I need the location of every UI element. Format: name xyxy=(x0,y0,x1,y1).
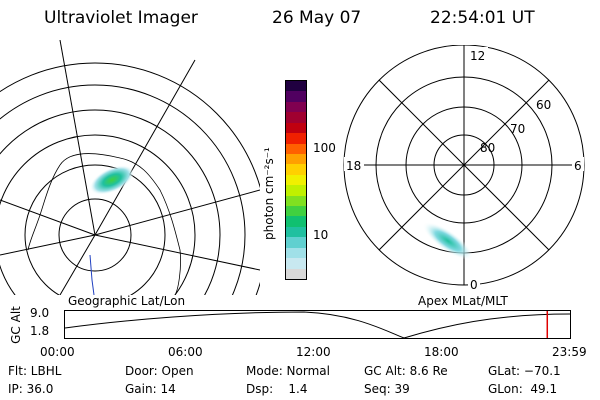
colorbar-tick-100: 100 xyxy=(313,141,336,155)
timeline-xtick-1800: 18:00 xyxy=(424,345,459,359)
info-door: Door: Open xyxy=(125,364,194,378)
orbit-altitude-timeline xyxy=(64,310,571,339)
lat-label-60: 60 xyxy=(536,98,551,112)
colorbar-swatch xyxy=(286,112,306,123)
colorbar-swatch xyxy=(286,226,306,238)
colorbar-swatch xyxy=(286,247,306,259)
timeline-xtick-2359: 23:59 xyxy=(552,345,587,359)
colorbar-swatch xyxy=(286,195,306,207)
timeline-xtick-0600: 06:00 xyxy=(168,345,203,359)
colorbar-swatch xyxy=(286,143,306,154)
mlt-label-12: 12 xyxy=(470,49,485,63)
lat-label-70: 70 xyxy=(510,122,525,136)
geographic-map-label: Geographic Lat/Lon xyxy=(68,294,186,308)
timeline-xtick-1200: 12:00 xyxy=(296,345,331,359)
info-glon: GLon: 49.1 xyxy=(488,382,558,396)
colorbar-tick-10: 10 xyxy=(313,228,329,242)
date-label: 26 May 07 xyxy=(272,8,362,28)
colorbar-swatch xyxy=(286,164,306,175)
colorbar-swatch xyxy=(286,174,306,186)
info-gain: Gain: 14 xyxy=(125,382,176,396)
colorbar-swatch xyxy=(286,153,306,165)
polar-mlat-mlt-map: 12 18 6 0 60 70 80 xyxy=(343,45,585,292)
lat-label-80: 80 xyxy=(480,141,495,155)
timeline-xtick-0000: 00:00 xyxy=(40,345,75,359)
info-gc-alt: GC Alt: 8.6 Re xyxy=(364,364,448,378)
info-filter: Flt: LBHL xyxy=(8,364,62,378)
mlt-label-6: 6 xyxy=(574,159,582,173)
timeline-ytick-1-8: 1.8 xyxy=(30,324,50,338)
mlt-label-18: 18 xyxy=(346,159,361,173)
info-dsp: Dsp: 1.4 xyxy=(246,382,308,396)
colorbar-swatch xyxy=(286,91,306,102)
colorbar-unit-label: photon cm⁻²s⁻¹ xyxy=(262,147,276,240)
colorbar-swatch xyxy=(286,237,306,248)
polar-map-label: Apex MLat/MLT xyxy=(418,294,508,308)
colorbar xyxy=(285,80,307,280)
mlt-label-0: 0 xyxy=(470,278,478,292)
geographic-map xyxy=(0,40,260,295)
colorbar-swatch xyxy=(286,268,306,279)
colorbar-swatch xyxy=(286,185,306,196)
timeline-ytick-9: 9.0 xyxy=(30,306,50,320)
info-seq: Seq: 39 xyxy=(364,382,410,396)
info-ip: IP: 36.0 xyxy=(8,382,54,396)
aurora-emission-left xyxy=(89,165,135,195)
colorbar-swatch xyxy=(286,133,306,144)
time-label: 22:54:01 UT xyxy=(430,8,535,28)
info-mode: Mode: Normal xyxy=(246,364,330,378)
colorbar-swatch xyxy=(286,80,306,92)
colorbar-swatch xyxy=(286,206,306,217)
timeline-axis-label: GC Alt xyxy=(8,306,23,344)
altitude-curve xyxy=(64,311,571,339)
colorbar-swatch xyxy=(286,101,306,113)
instrument-title: Ultraviolet Imager xyxy=(44,8,198,28)
aurora-emission-right xyxy=(422,221,474,261)
info-glat: GLat: −70.1 xyxy=(488,364,561,378)
colorbar-swatch xyxy=(286,216,306,227)
colorbar-swatch xyxy=(286,258,306,269)
colorbar-swatch xyxy=(286,122,306,134)
